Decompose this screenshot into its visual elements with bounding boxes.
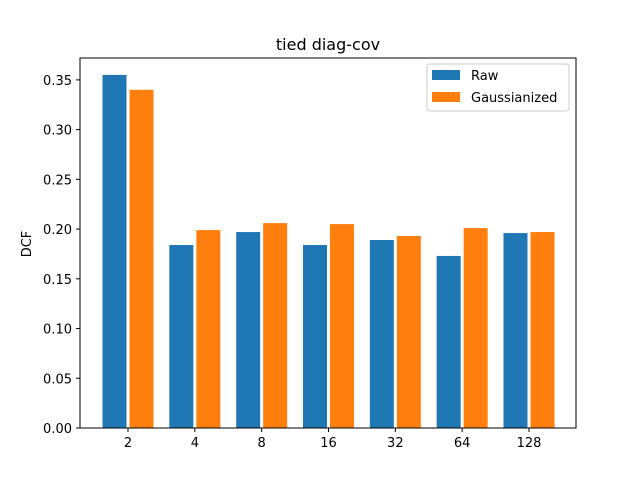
legend-label-raw: Raw	[471, 69, 499, 84]
y-tick-label: 0.30	[43, 124, 72, 139]
x-tick-label: 32	[387, 436, 404, 451]
x-tick-label: 16	[320, 436, 337, 451]
bar-raw-32	[369, 240, 394, 428]
chart-title: tied diag-cov	[276, 35, 380, 54]
bar-gaussianized-2	[129, 89, 154, 429]
y-axis-label: DCF	[20, 231, 35, 258]
bar-raw-16	[303, 244, 327, 428]
y-tick-label: 0.15	[43, 273, 72, 288]
legend-swatch-gaussianized	[432, 92, 460, 102]
bar-gaussianized-4	[196, 230, 221, 428]
bar-raw-8	[236, 232, 261, 428]
bars-group	[102, 74, 555, 429]
plot-frame	[79, 57, 577, 429]
bar-raw-128	[503, 233, 528, 428]
legend: Raw Gaussianized	[426, 63, 570, 112]
bar-raw-4	[169, 244, 194, 428]
legend-label-gaussianized: Gaussianized	[471, 91, 557, 106]
x-tick-label: 8	[258, 436, 266, 451]
bar-raw-64	[436, 255, 461, 428]
bar-gaussianized-128	[530, 232, 555, 428]
bar-gaussianized-32	[396, 236, 421, 428]
y-tick-label: 0.05	[43, 372, 72, 387]
bar-gaussianized-8	[263, 223, 288, 428]
bar-raw-2	[102, 74, 127, 428]
x-tick-label: 64	[454, 436, 471, 451]
y-tick-label: 0.20	[43, 223, 72, 238]
y-tick-label: 0.25	[43, 173, 72, 188]
x-tick-label: 2	[124, 436, 132, 451]
bar-gaussianized-16	[330, 224, 354, 428]
legend-swatch-raw	[432, 70, 460, 80]
x-axis-ticks: 2 4 8 16 32 64 128	[124, 428, 542, 451]
bar-gaussianized-64	[463, 228, 488, 428]
legend-box	[426, 63, 570, 112]
y-tick-label: 0.10	[43, 323, 72, 338]
y-tick-label: 0.35	[43, 74, 72, 89]
y-tick-label: 0.00	[43, 422, 72, 437]
x-tick-label: 128	[517, 436, 542, 451]
x-tick-label: 4	[191, 436, 199, 451]
y-axis-ticks: 0.00 0.05 0.10 0.15 0.20 0.25 0.30 0.35	[43, 74, 80, 437]
